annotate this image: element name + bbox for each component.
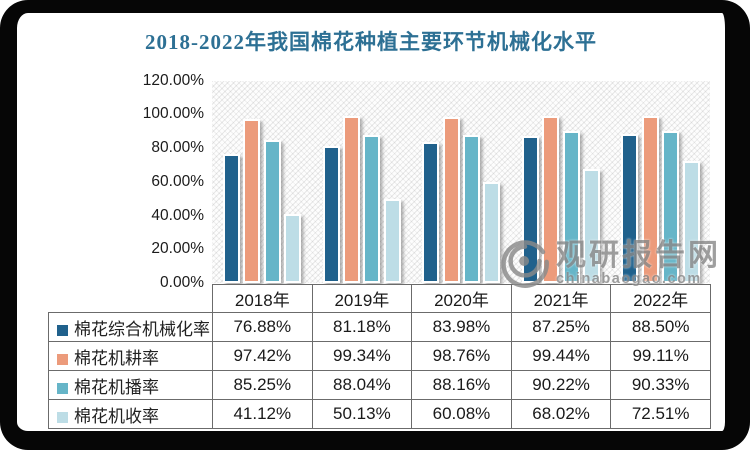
bar-s2-c4 [662, 130, 680, 283]
y-tick-label: 120.00% [142, 71, 204, 89]
y-tick-label: 40.00% [151, 206, 204, 224]
table-cell-value: 97.42% [212, 341, 313, 371]
table-corner-blank [49, 285, 213, 313]
data-table: 2018年 2019年 2020年 2021年 2022年 棉花综合机械化率 76.88% 8… [48, 284, 711, 429]
legend-row-label: 棉花机收率 [48, 399, 213, 429]
plot-area [212, 81, 710, 283]
table-cell-value: 88.16% [411, 370, 512, 400]
table-column-header: 2020年 [411, 284, 512, 313]
table-column-header: 2019年 [311, 284, 413, 313]
y-tick-label: 20.00% [151, 240, 204, 258]
table-cell-value: 99.34% [311, 341, 413, 371]
bar-s1-c1 [343, 115, 360, 283]
legend-key-icon [57, 324, 68, 336]
bar-s1-c0 [243, 119, 261, 283]
bar-s2-c3 [562, 131, 580, 283]
table-column-header: 2021年 [510, 284, 612, 313]
y-tick-label: 0.00% [160, 274, 204, 291]
table-cell-value: 72.51% [610, 399, 711, 429]
bar-s1-c2 [442, 116, 460, 283]
bar-s1-c3 [542, 115, 560, 283]
y-tick-label: 60.00% [151, 172, 204, 190]
table-cell-value: 85.25% [212, 370, 313, 400]
bar-s3-c0 [284, 213, 302, 283]
table-cell-value: 87.25% [510, 312, 612, 342]
bar-s2-c1 [363, 134, 381, 283]
bar-s0-c4 [621, 134, 639, 283]
bar-s0-c0 [223, 153, 240, 283]
table-column-header: 2018年 [212, 284, 313, 313]
table-row: 棉花机播率 85.25% 88.04% 88.16% 90.22% 90.33% [48, 370, 711, 400]
table-cell-value: 76.88% [212, 312, 313, 342]
table-cell-value: 68.02% [510, 399, 612, 429]
bar-s1-c4 [641, 116, 659, 283]
bar-s3-c3 [583, 168, 600, 283]
table-column-header: 2022年 [610, 284, 711, 313]
bar-s0-c2 [422, 141, 440, 283]
legend-key-icon [57, 353, 68, 365]
table-cell-value: 99.11% [610, 341, 711, 371]
table-cell-value: 60.08% [411, 399, 512, 429]
legend-row-label: 棉花机播率 [48, 370, 213, 400]
table-cell-value: 88.04% [311, 370, 413, 400]
bar-s0-c3 [521, 136, 539, 283]
table-cell-value: 88.50% [610, 312, 711, 342]
table-cell-value: 41.12% [212, 399, 313, 429]
table-cell-value: 98.76% [411, 341, 512, 371]
y-tick-label: 80.00% [151, 139, 204, 156]
bar-s2-c0 [263, 139, 281, 283]
table-row: 棉花综合机械化率 76.88% 81.18% 83.98% 87.25% 88.50% [48, 312, 711, 342]
legend-key-icon [57, 382, 68, 394]
table-cell-value: 99.44% [510, 341, 612, 371]
legend-row-label: 棉花综合机械化率 [48, 312, 213, 342]
page-title: 2018-2022年我国棉花种植主要环节机械化水平 [145, 30, 597, 54]
table-header-row: 2018年 2019年 2020年 2021年 2022年 [49, 284, 711, 313]
table-row: 棉花机耕率 97.42% 99.34% 98.76% 99.44% 99.11% [48, 341, 711, 371]
table-cell-value: 90.22% [510, 370, 612, 400]
legend-row-label: 棉花机耕率 [48, 341, 213, 371]
table-cell-value: 50.13% [311, 399, 413, 429]
bar-s3-c4 [682, 160, 700, 283]
bar-s2-c2 [463, 134, 480, 283]
y-tick-label: 100.00% [142, 105, 204, 123]
table-row: 棉花机收率 41.12% 50.13% 60.08% 68.02% 72.51% [48, 399, 711, 429]
bar-s0-c1 [322, 146, 340, 283]
bar-s3-c1 [383, 198, 401, 283]
legend-key-icon [57, 411, 68, 423]
table-cell-value: 90.33% [610, 370, 711, 400]
bar-s3-c2 [483, 181, 501, 283]
table-cell-value: 83.98% [411, 312, 512, 342]
table-cell-value: 81.18% [311, 312, 413, 342]
